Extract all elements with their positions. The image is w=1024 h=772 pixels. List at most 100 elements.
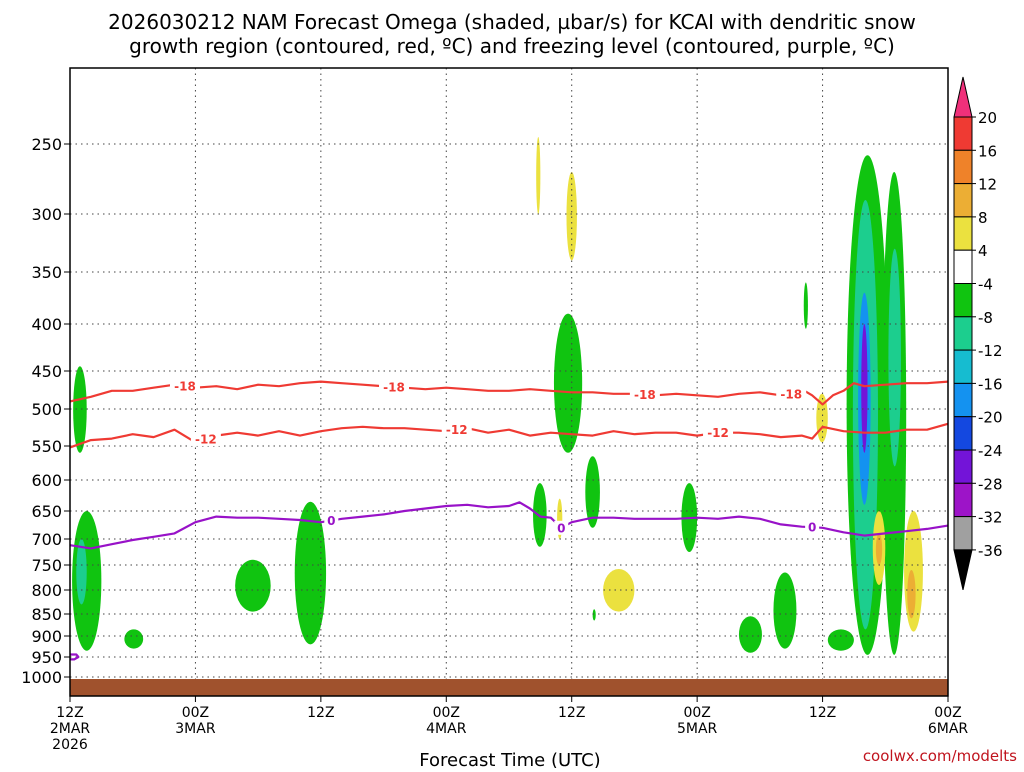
colorbar-segment	[953, 482, 973, 518]
omega-region	[124, 629, 144, 649]
colorbar-segment	[953, 449, 973, 484]
omega-region	[603, 569, 635, 612]
x-tick-label: 2026	[52, 737, 88, 753]
colorbar-segment	[953, 116, 973, 151]
colorbar-segment	[953, 416, 973, 451]
colorbar-segment	[953, 316, 973, 351]
omega-region	[827, 629, 854, 651]
red-contour-label: -18	[383, 380, 405, 394]
colorbar-tick-label: -20	[978, 409, 1003, 427]
x-tick-label: 6MAR	[928, 721, 969, 737]
colorbar-segment	[953, 382, 973, 418]
y-tick-label: 800	[31, 581, 62, 600]
title-line-2: growth region (contoured, red, ºC) and f…	[129, 34, 895, 58]
colorbar-tick-label: -28	[978, 475, 1003, 493]
colorbar-tick-label: 20	[978, 109, 997, 127]
y-tick-label: 650	[31, 502, 62, 521]
x-tick-label: 2MAR	[50, 721, 91, 737]
purple-contour-label: 0	[327, 514, 335, 528]
x-tick-label: 12Z	[56, 705, 83, 721]
colorbar-tick-label: 4	[978, 242, 988, 260]
colorbar-tick-label: -24	[978, 442, 1003, 460]
red-contour-label: -18	[780, 387, 802, 401]
terrain-fill	[70, 679, 948, 696]
colorbar-tick-label: -4	[978, 276, 993, 294]
colorbar-tick-label: -32	[978, 509, 1003, 527]
x-tick-label: 00Z	[934, 705, 961, 721]
omega-region	[566, 172, 577, 261]
y-tick-label: 750	[31, 556, 62, 575]
x-tick-label: 00Z	[182, 705, 209, 721]
red-contour-label: -12	[446, 423, 468, 437]
y-tick-label: 950	[31, 648, 62, 667]
colorbar-tick-label: -8	[978, 309, 993, 327]
y-tick-label: 900	[31, 627, 62, 646]
colorbar: 20 16 12 8 4 -4 -8 -12 -16 -20 -24 -28 -32 -36	[953, 76, 1003, 591]
y-tick-label: 1000	[21, 668, 62, 687]
colorbar-segment	[953, 283, 973, 318]
omega-region	[738, 616, 762, 653]
omega-region	[773, 572, 797, 649]
colorbar-segment	[953, 183, 973, 218]
y-tick-label: 700	[31, 530, 62, 549]
purple-contour-label: 0	[557, 521, 565, 535]
x-axis-label: Forecast Time (UTC)	[419, 750, 600, 768]
y-tick-label: 550	[31, 437, 62, 456]
colorbar-tick-label: -12	[978, 342, 1003, 360]
red-contour-label-bg	[776, 386, 807, 401]
omega-region	[76, 539, 87, 605]
omega-region	[536, 137, 541, 214]
omega-region	[861, 324, 868, 453]
credit-text: coolwx.com/modelts	[863, 747, 1017, 765]
red-contour-label-bg	[190, 431, 221, 446]
plot-frame	[69, 67, 949, 697]
omega-region	[907, 570, 916, 619]
y-tick-label: 250	[31, 135, 62, 154]
x-tick-label: 3MAR	[175, 721, 216, 737]
x-tick-label: 12Z	[558, 705, 585, 721]
omega-region	[803, 282, 808, 329]
red-contour-label-bg	[379, 379, 410, 394]
y-tick-label: 850	[31, 605, 62, 624]
y-tick-label: 300	[31, 205, 62, 224]
title-line-1: 2026030212 NAM Forecast Omega (shaded, µ…	[108, 10, 916, 34]
red-contour-label-bg	[441, 422, 472, 437]
x-tick-label: 4MAR	[426, 721, 467, 737]
colorbar-tick-label: 12	[978, 176, 997, 194]
contour-lines: -18 -18 -18 -18 -12 -12 -12 0 0 0	[69, 379, 949, 661]
x-tick-label: 00Z	[433, 705, 460, 721]
red-contour-line	[69, 380, 949, 406]
x-tick-label: 12Z	[809, 705, 836, 721]
colorbar-segment	[953, 249, 973, 284]
purple-contour-label-bg	[805, 520, 820, 535]
omega-region	[235, 559, 271, 612]
purple-contour-line	[69, 501, 949, 550]
colorbar-segment	[953, 216, 973, 251]
omega-region	[553, 313, 583, 453]
y-tick-label: 350	[31, 263, 62, 282]
colorbar-segment	[953, 349, 973, 384]
x-tick-label: 12Z	[307, 705, 334, 721]
colorbar-tick-label: -36	[978, 542, 1003, 560]
colorbar-tick-label: 8	[978, 209, 988, 227]
red-contour-label: -18	[634, 388, 656, 402]
colorbar-segment	[953, 516, 973, 551]
omega-region	[73, 366, 87, 453]
omega-region	[585, 456, 600, 528]
purple-contour-line	[70, 653, 80, 661]
chart-title: 2026030212 NAM Forecast Omega (shaded, µ…	[108, 10, 916, 58]
omega-region	[888, 248, 901, 467]
purple-contour-label-bg	[324, 513, 339, 528]
red-contour-label: -12	[707, 426, 729, 440]
red-contour-label: -12	[195, 432, 217, 446]
omega-region	[875, 533, 883, 565]
colorbar-bottom-arrow	[953, 549, 973, 591]
plot-background	[70, 68, 948, 696]
colorbar-segment	[953, 149, 973, 185]
colorbar-tick-label: 16	[978, 142, 997, 160]
y-tick-label: 500	[31, 400, 62, 419]
y-tick-label: 600	[31, 471, 62, 490]
